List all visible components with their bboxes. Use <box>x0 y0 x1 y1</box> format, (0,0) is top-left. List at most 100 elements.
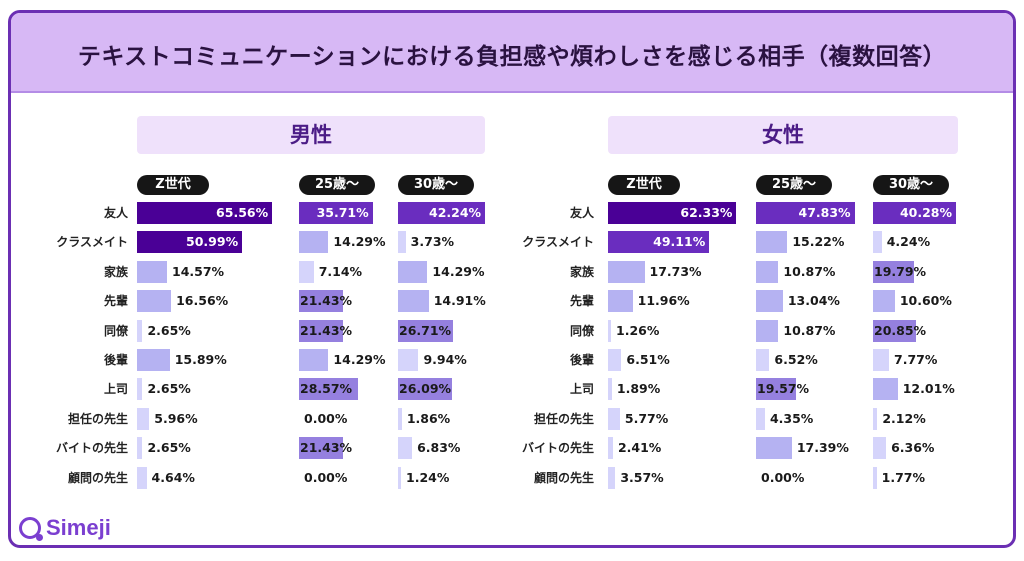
value-label: 6.36% <box>891 440 935 456</box>
category-label: クラスメイト <box>522 235 594 250</box>
value-label: 7.77% <box>894 352 938 367</box>
bar <box>756 290 783 313</box>
value-label: 6.51% <box>626 352 670 367</box>
value-label: 15.22% <box>792 234 845 250</box>
value-label: 10.87% <box>783 263 836 279</box>
category-label: 先輩 <box>103 294 128 309</box>
value-label: 2.65% <box>147 322 191 338</box>
bar <box>608 202 737 224</box>
bar <box>137 349 170 371</box>
category-label: 上司 <box>103 382 128 397</box>
value-label: 42.24% <box>429 205 482 220</box>
bar <box>756 378 797 401</box>
bar <box>873 407 878 430</box>
value-label: 21.43% <box>300 293 353 309</box>
value-label: 1.77% <box>881 469 926 485</box>
category-label: 先輩 <box>569 294 594 309</box>
bar <box>873 378 898 401</box>
bar <box>608 437 613 460</box>
value-label: 7.14% <box>318 263 363 279</box>
series-pill-1: Z世代 <box>137 175 209 195</box>
bar <box>608 231 710 254</box>
value-label: 14.91% <box>433 293 486 309</box>
bar <box>398 202 485 224</box>
bar <box>608 407 620 430</box>
bar <box>299 319 344 342</box>
bar <box>398 378 452 401</box>
bar <box>873 349 889 371</box>
value-label: 10.60% <box>899 293 952 309</box>
value-label: 47.83% <box>798 205 851 220</box>
value-label: 62.33% <box>680 205 733 220</box>
bar <box>756 349 770 371</box>
value-label: 19.57% <box>757 381 810 397</box>
bar <box>608 378 612 401</box>
category-label: 担任の先生 <box>533 411 594 426</box>
bar <box>299 378 358 401</box>
bar <box>137 407 150 430</box>
value-label: 16.56% <box>176 293 229 309</box>
bar <box>873 466 877 489</box>
bar <box>608 466 616 489</box>
value-label: 12.01% <box>902 381 955 397</box>
value-label: 1.24% <box>406 469 450 485</box>
value-label: 6.83% <box>417 440 461 456</box>
bar <box>137 260 167 283</box>
category-label: 顧問の先生 <box>533 470 594 485</box>
title-bar: テキストコミュニケーションにおける負担感や煩わしさを感じる相手（複数回答） <box>11 13 1013 93</box>
bar <box>873 319 916 342</box>
bar <box>756 231 788 254</box>
value-label: 10.87% <box>783 322 836 338</box>
value-label: 14.29% <box>333 352 386 367</box>
value-label: 2.12% <box>882 410 926 426</box>
bar <box>608 349 622 371</box>
infographic-frame: テキストコミュニケーションにおける負担感や煩わしさを感じる相手（複数回答） 男性… <box>8 10 1016 548</box>
value-label: 50.99% <box>186 234 239 250</box>
bar <box>299 260 314 283</box>
bar <box>137 290 172 313</box>
bar <box>873 202 956 224</box>
bar <box>398 437 413 460</box>
category-label: 友人 <box>569 206 594 220</box>
value-label: 1.26% <box>616 322 660 338</box>
series-pill-2: 25歳〜 <box>299 175 375 195</box>
bar <box>398 407 402 430</box>
category-label: 後輩 <box>569 353 594 367</box>
bar <box>873 437 887 460</box>
series-pill-3: 30歳〜 <box>398 175 474 195</box>
bar <box>608 290 633 313</box>
value-label: 19.79% <box>874 263 927 279</box>
bar <box>873 231 882 254</box>
category-label: クラスメイト <box>56 235 128 250</box>
bar <box>137 437 143 460</box>
bar <box>608 260 645 283</box>
bar <box>137 378 143 401</box>
value-label: 5.96% <box>154 410 198 426</box>
value-label: 1.86% <box>406 410 451 426</box>
value-label: 11.96% <box>637 293 690 309</box>
value-label: 21.43% <box>300 322 353 338</box>
value-label: 21.43% <box>300 440 353 456</box>
category-label: 同僚 <box>569 323 594 338</box>
series-pill-1: Z世代 <box>608 175 680 195</box>
bar <box>299 231 329 254</box>
value-label: 65.56% <box>216 205 269 220</box>
value-label: 0.00% <box>304 410 348 426</box>
value-label: 1.89% <box>616 381 661 397</box>
bar <box>137 202 273 224</box>
value-label: 40.28% <box>899 205 953 220</box>
category-label: 上司 <box>569 382 594 397</box>
bar <box>398 349 419 371</box>
bar <box>756 202 855 224</box>
value-label: 28.57% <box>300 381 353 397</box>
bar <box>756 437 792 460</box>
category-label: 家族 <box>569 264 594 279</box>
bar <box>299 202 373 224</box>
bar <box>137 319 143 342</box>
bar <box>398 466 401 489</box>
series-pill-2: 25歳〜 <box>756 175 832 195</box>
value-label: 14.29% <box>333 234 386 250</box>
logo-text: Simeji <box>46 515 111 540</box>
value-label: 2.65% <box>147 381 191 397</box>
value-label: 17.39% <box>796 440 849 456</box>
